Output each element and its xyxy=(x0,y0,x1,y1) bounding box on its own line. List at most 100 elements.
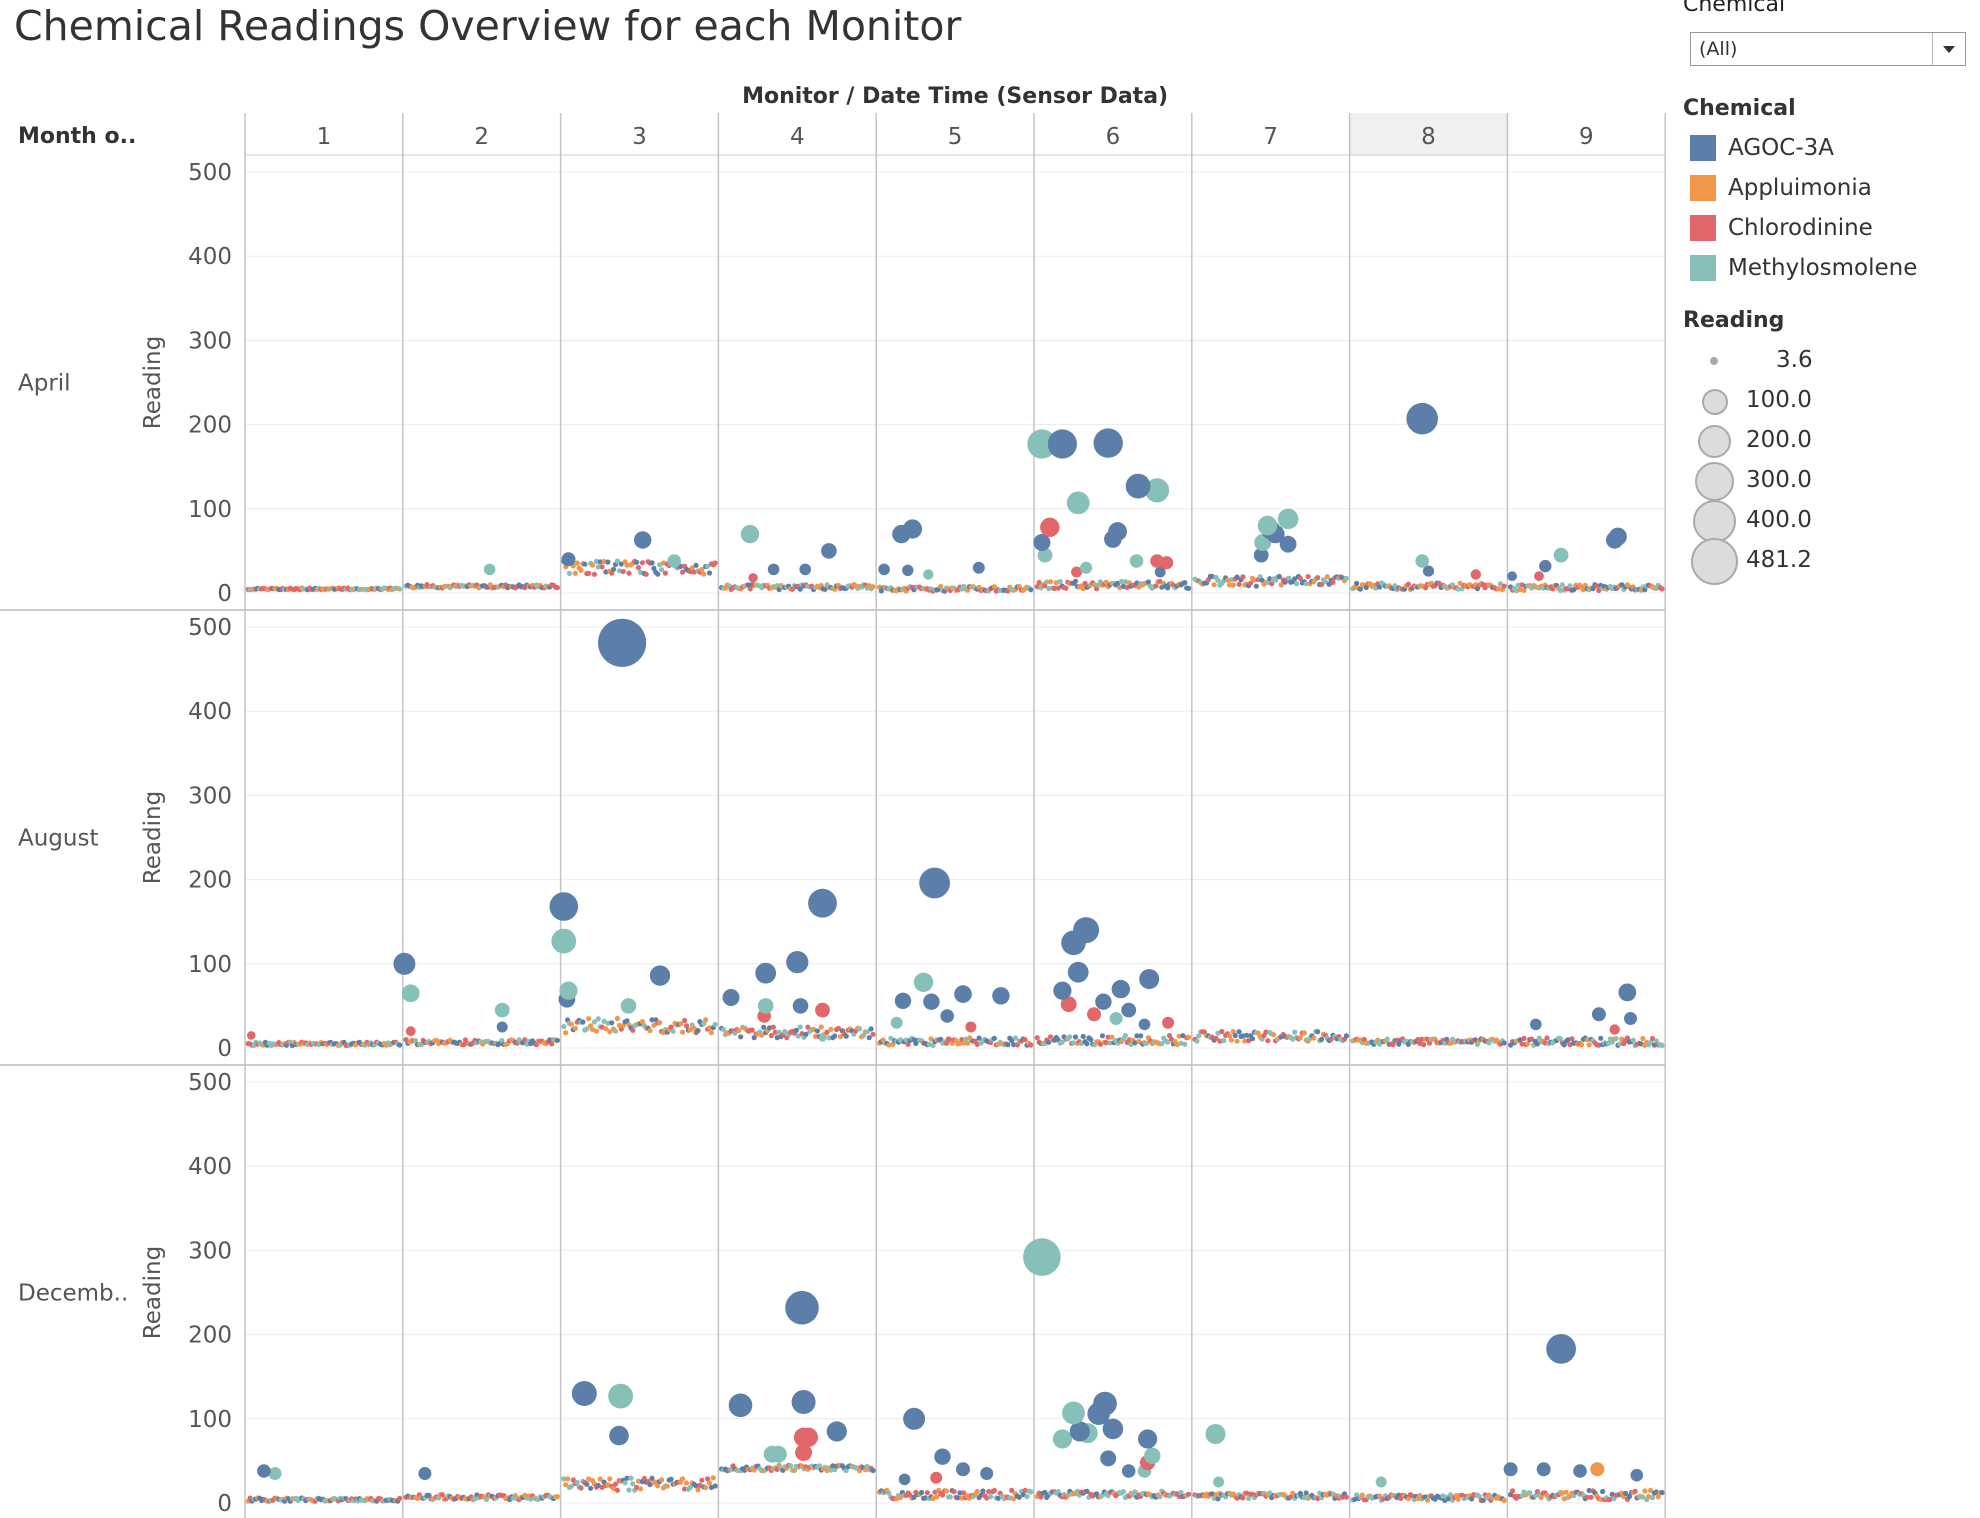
baseline-point xyxy=(1436,580,1442,586)
baseline-point xyxy=(703,1017,709,1023)
chemical-filter-dropdown[interactable]: (All) xyxy=(1690,32,1966,66)
data-point xyxy=(1546,1334,1576,1364)
baseline-point xyxy=(1028,1489,1034,1495)
baseline-point xyxy=(1246,1495,1252,1501)
y-tick-label: 0 xyxy=(217,1036,232,1062)
y-tick-label: 200 xyxy=(188,1323,232,1349)
column-label-5: 5 xyxy=(948,124,963,150)
baseline-point xyxy=(1265,1038,1271,1044)
baseline-point xyxy=(620,568,626,575)
baseline-point xyxy=(886,1490,892,1496)
baseline-point xyxy=(1297,575,1303,582)
baseline-point xyxy=(682,1486,688,1492)
legend-item-agoc-3a[interactable]: AGOC-3A xyxy=(1690,134,1834,162)
baseline-point xyxy=(1120,583,1126,590)
baseline-point xyxy=(1497,581,1503,587)
baseline-point xyxy=(712,1483,718,1489)
baseline-point xyxy=(1521,1035,1527,1041)
baseline-point xyxy=(1236,581,1242,587)
baseline-point xyxy=(947,1494,953,1500)
data-point xyxy=(786,951,809,974)
baseline-point xyxy=(1269,581,1275,587)
data-point xyxy=(571,1381,597,1406)
baseline-point xyxy=(630,1027,636,1033)
legend-item-appluimonia[interactable]: Appluimonia xyxy=(1690,174,1872,202)
baseline-point xyxy=(1557,1036,1563,1042)
baseline-point xyxy=(589,1026,596,1032)
baseline-point xyxy=(1168,1036,1174,1042)
data-point xyxy=(1062,1401,1085,1425)
baseline-point xyxy=(1051,585,1057,592)
baseline-point xyxy=(655,571,661,577)
baseline-point xyxy=(1318,581,1325,588)
baseline-point xyxy=(986,1489,992,1495)
data-point xyxy=(757,998,774,1014)
data-point xyxy=(1069,1421,1090,1442)
baseline-point xyxy=(965,1040,971,1046)
data-point xyxy=(247,1031,256,1040)
baseline-point xyxy=(622,1480,628,1486)
y-tick-label: 500 xyxy=(188,615,232,641)
baseline-point xyxy=(1521,587,1527,593)
legend-item-chlorodinine[interactable]: Chlorodinine xyxy=(1690,214,1873,242)
y-tick-label: 500 xyxy=(188,160,232,186)
baseline-point xyxy=(1249,1036,1256,1042)
baseline-point xyxy=(822,586,828,592)
baseline-point xyxy=(1343,1494,1349,1500)
baseline-point xyxy=(1055,585,1061,591)
baseline-point xyxy=(1065,1492,1071,1498)
baseline-point xyxy=(1330,579,1336,586)
baseline-point xyxy=(589,562,596,568)
baseline-point xyxy=(605,559,611,565)
size-legend-item: 400.0 xyxy=(1690,500,1930,543)
data-point xyxy=(1253,547,1269,563)
baseline-point xyxy=(1630,1037,1636,1043)
baseline-point xyxy=(797,1024,803,1030)
baseline-point xyxy=(708,1030,715,1036)
legend-item-methylosmolene[interactable]: Methylosmolene xyxy=(1690,254,1917,282)
baseline-point xyxy=(1297,1035,1303,1041)
baseline-point xyxy=(563,1482,569,1488)
baseline-point xyxy=(418,1042,424,1048)
baseline-point xyxy=(1251,577,1257,583)
chevron-down-icon[interactable] xyxy=(1932,33,1965,65)
data-point xyxy=(1415,554,1429,568)
baseline-point xyxy=(563,1030,569,1036)
baseline-point xyxy=(572,1025,578,1031)
baseline-point xyxy=(866,1035,872,1041)
baseline-point xyxy=(1165,585,1171,591)
baseline-point xyxy=(870,584,876,590)
baseline-point xyxy=(791,1467,798,1473)
data-point xyxy=(649,965,671,986)
data-point xyxy=(919,867,950,899)
data-point xyxy=(1138,1018,1151,1031)
baseline-point xyxy=(1384,1036,1390,1042)
baseline-point xyxy=(1217,1038,1223,1044)
baseline-point xyxy=(609,570,615,576)
baseline-point xyxy=(664,1483,670,1489)
baseline-point xyxy=(574,1479,580,1485)
baseline-point xyxy=(991,1487,998,1494)
size-circle xyxy=(1698,425,1731,458)
baseline-point xyxy=(720,1026,727,1033)
baseline-point xyxy=(599,564,605,570)
baseline-point xyxy=(1240,574,1246,580)
baseline-point xyxy=(1234,1038,1240,1044)
baseline-point xyxy=(943,1040,950,1046)
baseline-point xyxy=(616,1022,623,1028)
baseline-point xyxy=(1072,578,1079,584)
baseline-point xyxy=(1053,580,1059,586)
baseline-point xyxy=(1647,1487,1654,1493)
baseline-point xyxy=(582,561,588,567)
baseline-point xyxy=(693,562,699,568)
baseline-point xyxy=(1182,1041,1188,1047)
baseline-point xyxy=(1009,1037,1015,1044)
baseline-point xyxy=(607,1476,613,1482)
baseline-point xyxy=(832,1033,838,1039)
baseline-point xyxy=(1655,1494,1661,1500)
baseline-point xyxy=(680,1476,686,1482)
baseline-point xyxy=(930,1495,936,1502)
color-legend-title: Chemical xyxy=(1683,96,1796,121)
data-point xyxy=(1111,979,1131,999)
baseline-point xyxy=(976,1035,982,1041)
